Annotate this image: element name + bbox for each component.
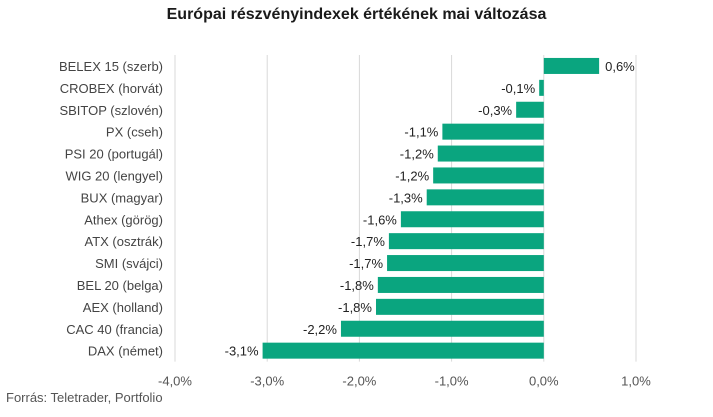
bar bbox=[442, 123, 544, 140]
category-label: BEL 20 (belga) bbox=[77, 278, 163, 293]
x-tick-label: -2,0% bbox=[342, 374, 376, 389]
category-label: Athex (görög) bbox=[84, 212, 163, 227]
data-label: -0,3% bbox=[478, 103, 512, 118]
bar bbox=[543, 57, 600, 74]
category-labels: BELEX 15 (szerb) CROBEX (horvát) SBITOP (s… bbox=[59, 59, 163, 359]
data-label: -3,1% bbox=[225, 344, 259, 359]
bar bbox=[516, 101, 544, 118]
category-label: PX (cseh) bbox=[106, 125, 163, 140]
category-label: WIG 20 (lengyel) bbox=[65, 168, 163, 183]
x-axis-ticks: -4,0% -3,0% -2,0% -1,0% 0,0% 1,0% bbox=[158, 374, 651, 389]
category-label: BELEX 15 (szerb) bbox=[59, 59, 163, 74]
bar bbox=[262, 342, 544, 359]
bar bbox=[375, 298, 544, 315]
data-label: -1,1% bbox=[404, 125, 438, 140]
data-label: -1,2% bbox=[400, 147, 434, 162]
bar bbox=[400, 211, 544, 228]
data-label: -1,6% bbox=[363, 212, 397, 227]
category-label: AEX (holland) bbox=[83, 300, 163, 315]
x-tick-label: 1,0% bbox=[621, 374, 651, 389]
x-tick-label: -1,0% bbox=[435, 374, 469, 389]
bar bbox=[377, 276, 544, 293]
grid-lines bbox=[174, 55, 637, 362]
category-label: ATX (osztrák) bbox=[85, 234, 164, 249]
data-label: -0,1% bbox=[501, 81, 535, 96]
x-tick-label: -4,0% bbox=[158, 374, 192, 389]
bar bbox=[437, 145, 544, 162]
category-label: CROBEX (horvát) bbox=[60, 81, 163, 96]
bars bbox=[262, 57, 600, 359]
data-label: -1,2% bbox=[395, 168, 429, 183]
data-labels: 0,6% -0,1% -0,3% -1,1% -1,2% -1,2% -1,3% -1,6% -… bbox=[225, 59, 636, 359]
x-tick-label: -3,0% bbox=[250, 374, 284, 389]
data-label: -1,7% bbox=[349, 256, 383, 271]
data-label: -1,8% bbox=[340, 278, 374, 293]
data-label: -1,7% bbox=[351, 234, 385, 249]
data-label: -2,2% bbox=[303, 322, 337, 337]
category-label: SMI (svájci) bbox=[95, 256, 163, 271]
chart-title: Európai részvényindexek értékének mai vá… bbox=[166, 6, 547, 23]
bar bbox=[388, 233, 544, 250]
bar bbox=[340, 320, 544, 337]
bar bbox=[539, 79, 544, 96]
data-label: -1,8% bbox=[338, 300, 372, 315]
source-note: Forrás: Teletrader, Portfolio bbox=[6, 390, 163, 405]
bar bbox=[433, 167, 544, 184]
x-tick-label: 0,0% bbox=[529, 374, 559, 389]
category-label: PSI 20 (portugál) bbox=[65, 147, 163, 162]
category-label: DAX (német) bbox=[88, 344, 163, 359]
data-label: -1,3% bbox=[389, 190, 423, 205]
category-label: SBITOP (szlovén) bbox=[59, 103, 163, 118]
category-label: BUX (magyar) bbox=[81, 190, 163, 205]
data-label: 0,6% bbox=[605, 59, 635, 74]
bar bbox=[387, 255, 544, 272]
category-label: CAC 40 (francia) bbox=[66, 322, 163, 337]
bar bbox=[426, 189, 544, 206]
